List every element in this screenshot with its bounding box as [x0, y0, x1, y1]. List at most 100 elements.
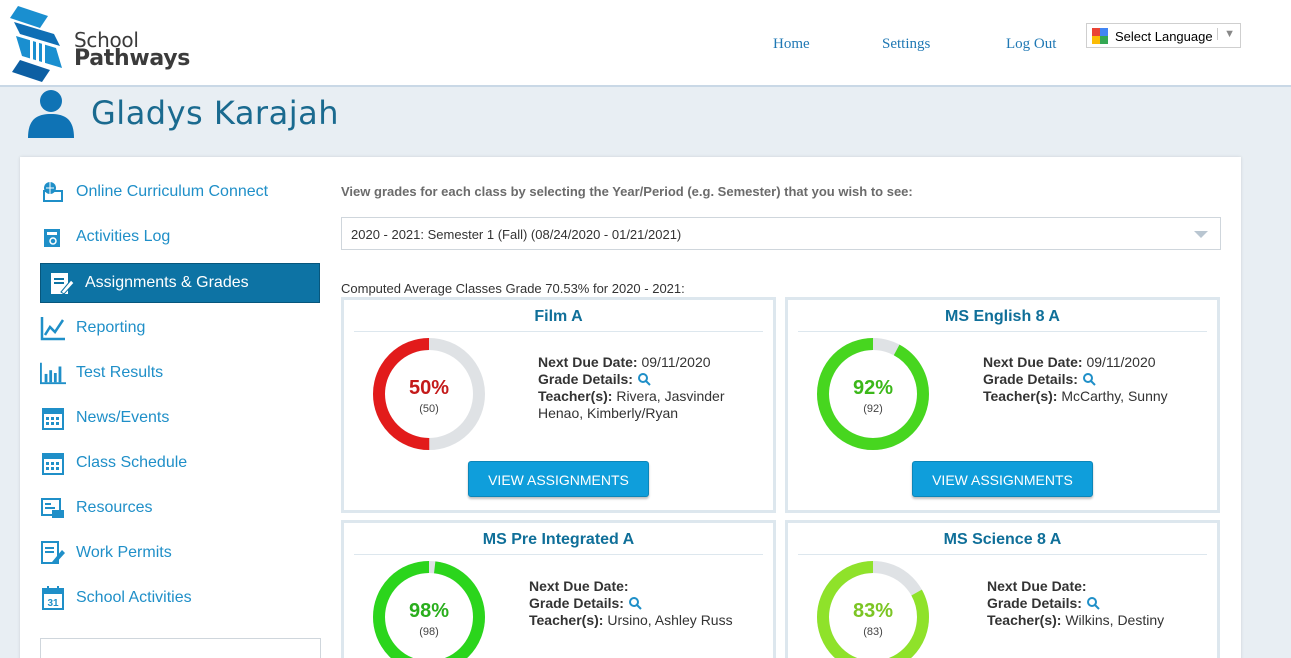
class-card: MS English 8 A 92% (92) Next Due Date: 0… [785, 297, 1220, 513]
grade-ring [817, 338, 929, 450]
sidebar-item-school-activities[interactable]: 31 School Activities [40, 578, 320, 618]
grade-ring [817, 561, 929, 658]
nav-home-link[interactable]: Home [773, 36, 810, 52]
logo-text-pathways: Pathways [74, 46, 191, 71]
sidebar-widget-box [40, 638, 321, 658]
magnifier-icon[interactable] [628, 596, 642, 610]
log-book-icon [40, 224, 66, 250]
language-select[interactable]: Select Language ▼ [1086, 23, 1241, 48]
magnifier-icon[interactable] [1082, 372, 1096, 386]
sidebar-item-label: School Activities [76, 589, 192, 606]
grade-percent: 98% [408, 600, 450, 622]
bar-chart-icon [40, 360, 66, 386]
line-chart-icon [40, 315, 66, 341]
globe-computer-icon [40, 179, 66, 205]
sidebar-item-label: Resources [76, 499, 153, 516]
teachers-label: Teacher(s): [529, 612, 604, 628]
view-assignments-button[interactable]: VIEW ASSIGNMENTS [912, 461, 1093, 497]
class-card: MS Science 8 A 83% (83) Next Due Date: G… [785, 520, 1220, 658]
grade-ring [373, 338, 485, 450]
student-name: Gladys Karajah [91, 94, 339, 132]
next-due-value: 09/11/2020 [641, 354, 711, 370]
next-due-value: 09/11/2020 [1086, 354, 1156, 370]
grade-ring-fill [817, 561, 929, 658]
sidebar-item-class-schedule[interactable]: Class Schedule [40, 443, 320, 483]
user-avatar-icon [28, 90, 74, 138]
grade-ring-fill [373, 338, 485, 450]
sidebar-item-news-events[interactable]: News/Events [40, 398, 320, 438]
grade-percent: 83% [852, 600, 894, 622]
class-card: Film A 50% (50) Next Due Date: 09/11/202… [341, 297, 776, 513]
header-bar: School Pathways Home Settings Log Out Se… [0, 0, 1291, 87]
sidebar-item-activities-log[interactable]: Activities Log [40, 217, 320, 257]
period-select[interactable]: 2020 - 2021: Semester 1 (Fall) (08/24/20… [341, 217, 1221, 250]
svg-text:31: 31 [47, 598, 59, 609]
grade-details-label: Grade Details: [529, 595, 624, 611]
sidebar-item-label: Assignments & Grades [85, 274, 249, 291]
clipboard-pencil-icon [49, 270, 75, 296]
grade-percent: 50% [408, 377, 450, 399]
next-due-label: Next Due Date: [987, 578, 1087, 594]
nav-logout-link[interactable]: Log Out [1006, 36, 1057, 52]
class-info: Next Due Date: Grade Details: Teacher(s)… [529, 578, 733, 629]
teachers-label: Teacher(s): [987, 612, 1062, 628]
sidebar-item-resources[interactable]: Resources [40, 488, 320, 528]
calendar-31-icon: 31 [40, 585, 66, 611]
teachers-value: Wilkins, Destiny [1065, 612, 1165, 628]
teachers-value-line2: Henao, Kimberly/Ryan [538, 405, 679, 421]
chevron-down-icon: ▼ [1217, 28, 1235, 40]
teachers-label: Teacher(s): [983, 388, 1058, 404]
grade-details-label: Grade Details: [983, 371, 1078, 387]
grade-score: (98) [419, 626, 439, 638]
calendar-icon [40, 405, 66, 431]
magnifier-icon[interactable] [637, 372, 651, 386]
grade-ring-fill [817, 338, 929, 450]
grade-score: (83) [863, 626, 883, 638]
next-due-label: Next Due Date: [529, 578, 629, 594]
grade-details-label: Grade Details: [987, 595, 1082, 611]
google-translate-icon [1092, 28, 1108, 44]
sidebar-item-label: Test Results [76, 364, 164, 381]
next-due-label: Next Due Date: [983, 354, 1083, 370]
sidebar-item-label: Reporting [76, 319, 146, 336]
sidebar-item-label: Class Schedule [76, 454, 188, 471]
magnifier-icon[interactable] [1086, 596, 1100, 610]
sidebar-item-work-permits[interactable]: Work Permits [40, 533, 320, 573]
grade-ring [373, 561, 485, 658]
period-instructions: View grades for each class by selecting … [341, 184, 913, 199]
grade-score: (92) [863, 403, 883, 415]
logo-text-school: School [74, 28, 139, 52]
sidebar-item-label: Activities Log [76, 228, 171, 245]
grade-score: (50) [419, 403, 439, 415]
grade-details-label: Grade Details: [538, 371, 633, 387]
logo-mark-icon [10, 6, 62, 82]
sidebar-item-online-curriculum-connect[interactable]: Online Curriculum Connect [40, 172, 320, 212]
document-pencil-icon [40, 540, 66, 566]
sidebar-item-reporting[interactable]: Reporting [40, 308, 320, 348]
teachers-value: Ursino, Ashley Russ [607, 612, 733, 628]
class-info: Next Due Date: 09/11/2020 Grade Details:… [983, 354, 1168, 405]
chevron-down-icon [1194, 231, 1208, 238]
teachers-value: McCarthy, Sunny [1061, 388, 1168, 404]
grade-ring-fill [373, 561, 485, 658]
teachers-value: Rivera, Jasvinder [616, 388, 725, 404]
computed-average: Computed Average Classes Grade 70.53% fo… [341, 281, 685, 296]
class-info: Next Due Date: Grade Details: Teacher(s)… [987, 578, 1164, 629]
class-title: Film A [354, 308, 763, 332]
nav-settings-link[interactable]: Settings [882, 36, 931, 52]
sidebar-item-label: News/Events [76, 409, 170, 426]
language-select-label: Select Language [1115, 29, 1213, 44]
class-card: MS Pre Integrated A 98% (98) Next Due Da… [341, 520, 776, 658]
grade-percent: 92% [852, 377, 894, 399]
view-assignments-button[interactable]: VIEW ASSIGNMENTS [468, 461, 649, 497]
sidebar-item-test-results[interactable]: Test Results [40, 353, 320, 393]
class-title: MS English 8 A [798, 308, 1207, 332]
sidebar-item-assignments-grades[interactable]: Assignments & Grades [40, 263, 320, 303]
sidebar-item-label: Online Curriculum Connect [76, 183, 269, 200]
next-due-label: Next Due Date: [538, 354, 638, 370]
resources-icon [40, 495, 66, 521]
class-info: Next Due Date: 09/11/2020 Grade Details:… [538, 354, 724, 422]
teachers-label: Teacher(s): [538, 388, 613, 404]
calendar-icon [40, 450, 66, 476]
school-pathways-logo[interactable]: School Pathways [10, 6, 190, 84]
